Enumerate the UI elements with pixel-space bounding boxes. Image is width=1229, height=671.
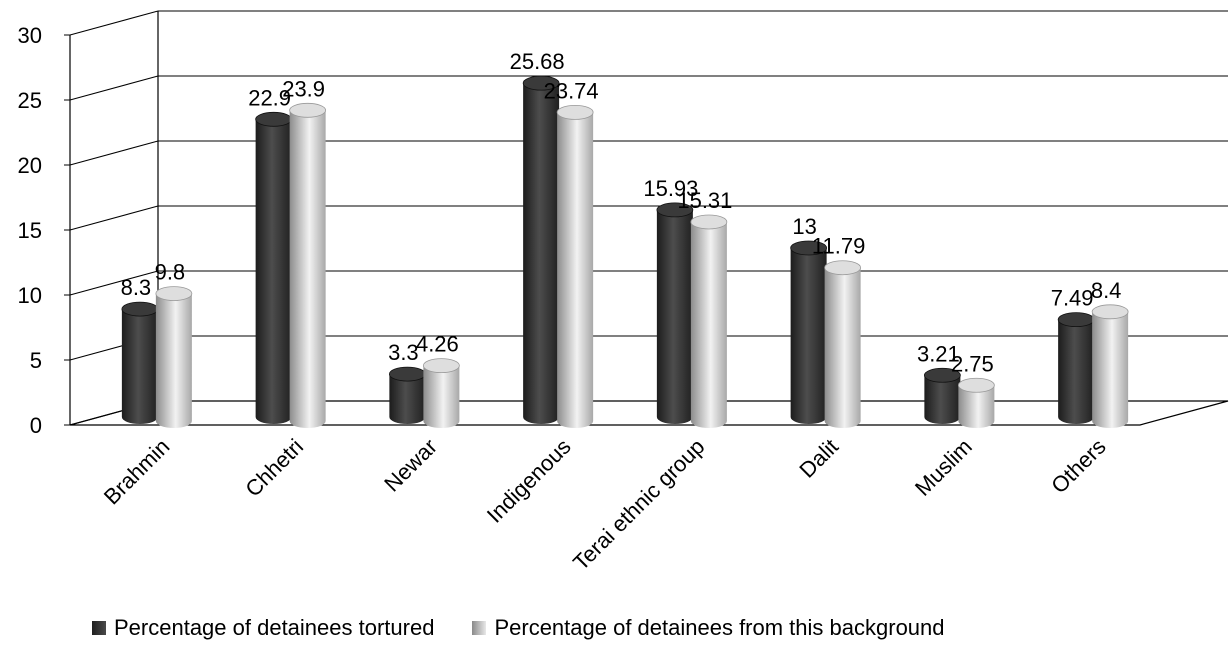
bar-top [923,367,961,383]
bar-top [790,240,828,256]
data-label: 9.8 [155,260,186,285]
y-tick-label: 0 [30,413,42,438]
chart-frame [69,11,1229,426]
bar-top [656,202,694,218]
bar-body [656,209,693,424]
bar [289,102,327,429]
data-label: 25.68 [510,49,565,74]
bar-top [255,111,293,127]
bar [422,358,460,429]
bar [255,111,293,425]
bar [656,202,694,424]
legend-label-background: Percentage of detainees from this backgr… [494,615,945,640]
bar [155,286,193,429]
data-label: 23.9 [282,76,325,101]
bar [824,260,862,429]
y-tick-label: 5 [30,348,42,373]
legend-swatch-light [472,621,487,635]
bar [957,377,995,429]
bars [121,75,1129,429]
bar-body [824,267,861,429]
gridline-side [69,140,159,166]
data-label: 3.21 [917,341,960,366]
data-label: 8.3 [121,275,152,300]
bar-body [557,112,594,429]
bar-top [1091,304,1129,320]
bar-top [422,358,460,374]
bar-body [1058,319,1095,424]
legend: Percentage of detainees tortured Percent… [92,615,983,641]
x-category-label: Brahmin [99,434,175,510]
bar-body [255,119,292,425]
x-category-label: Newar [379,434,442,497]
bar-body [523,83,560,424]
bar [1091,304,1129,429]
y-axis-ticks: 0 5 10 15 20 25 30 [18,23,70,438]
gridlines [69,10,1228,426]
legend-swatch-dark [92,621,106,635]
data-labels: 8.39.8 22.923.9 3.34.26 25.68 23.74 15.9315.3… [121,49,1122,376]
bar [388,366,426,424]
bar-top [556,104,594,120]
bar-top [388,366,426,382]
bar [1057,312,1095,424]
data-label: 3.3 [388,340,419,365]
data-label: 23.74 [544,78,599,103]
data-label: 15.31 [677,188,732,213]
bar-top [289,102,327,118]
x-category-label: Terai ethnic group [568,434,709,575]
bar [923,367,961,424]
y-tick-label: 30 [18,23,42,48]
x-category-label: Chhetri [240,434,308,502]
gridline-side [69,270,159,296]
bar-top [957,377,995,393]
legend-label-tortured: Percentage of detainees tortured [114,615,435,640]
bar-body [423,365,460,429]
bar-top [690,214,728,230]
bar-top [1057,312,1095,328]
data-label: 2.75 [951,351,994,376]
data-label: 22.9 [248,85,291,110]
bar [790,240,828,424]
data-label: 8.4 [1091,278,1122,303]
data-label: 11.79 [812,234,865,259]
bar-body [958,385,995,429]
bar [522,75,560,424]
x-category-label: Muslim [910,434,977,501]
y-tick-label: 25 [18,88,42,113]
bar-body [389,374,426,424]
bar-body [924,375,961,424]
data-label: 4.26 [416,332,459,357]
bar-top [522,75,560,91]
y-tick-label: 20 [18,153,42,178]
gridline-side [69,205,159,231]
bar [121,301,159,424]
legend-item-tortured: Percentage of detainees tortured [92,615,434,641]
gridline-side [69,75,159,101]
data-label: 7.49 [1051,286,1094,311]
y-tick-label: 15 [18,218,42,243]
bar-body [289,110,326,429]
bar [556,104,594,429]
bar-body [790,248,827,424]
bar-top [155,286,193,302]
bar-body [1092,311,1129,429]
bar-top [121,301,159,317]
y-tick-label: 10 [18,283,42,308]
bar-body [121,309,158,424]
data-label: 13 [792,214,816,239]
x-category-label: Indigenous [482,434,576,528]
bar [690,214,728,429]
bar-body [690,221,727,429]
legend-item-background: Percentage of detainees from this backgr… [472,615,945,641]
data-label: 15.93 [643,176,698,201]
floor [69,400,1229,426]
gridline-side [69,10,159,36]
bar-top [824,260,862,276]
x-category-label: Dalit [794,434,843,483]
bar-body [155,293,192,429]
x-category-label: Others [1046,434,1110,498]
